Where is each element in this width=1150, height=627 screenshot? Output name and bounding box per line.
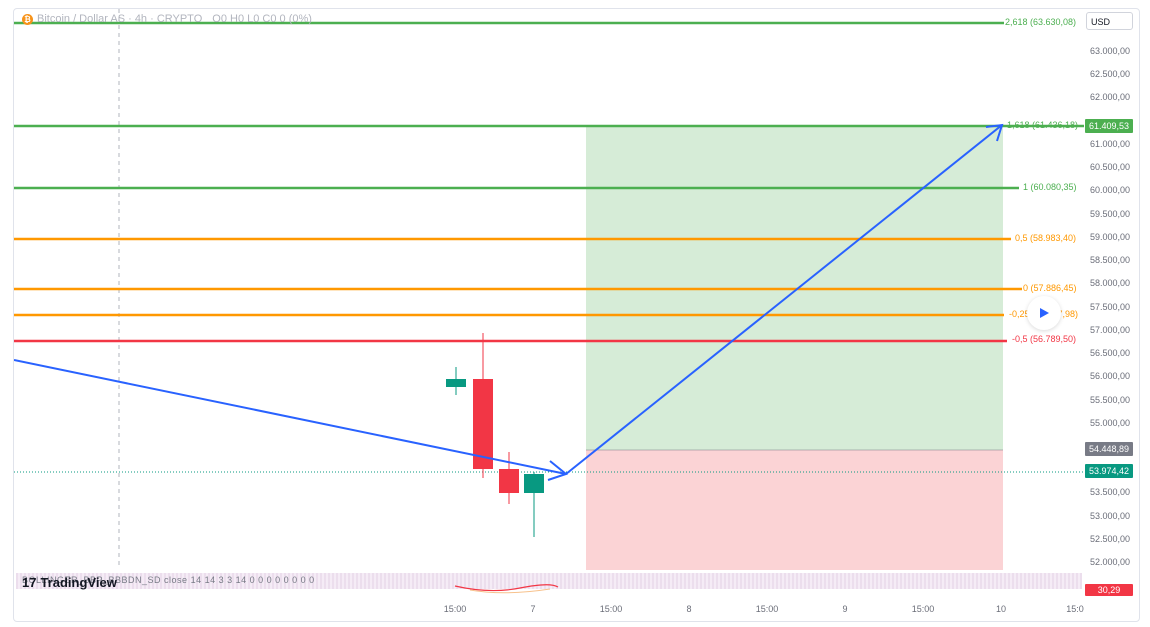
- price-tick: 59.500,00: [1089, 209, 1130, 219]
- price-tick: 52.000,00: [1089, 557, 1130, 567]
- fib-label-neg05: -0,5 (56.789,50): [1012, 334, 1077, 344]
- loss-zone: [586, 450, 1003, 570]
- bitcoin-icon: ₿: [22, 13, 33, 25]
- indicator-pane[interactable]: [16, 573, 1082, 589]
- price-tick: 59.000,00: [1089, 232, 1130, 242]
- indicator-curve: [454, 584, 559, 594]
- price-tick: 53.500,00: [1089, 487, 1130, 497]
- price-tick: 55.500,00: [1089, 395, 1130, 405]
- price-tick: 58.000,00: [1089, 278, 1130, 288]
- price-tick: 57.500,00: [1089, 302, 1130, 312]
- price-tick: 62.500,00: [1089, 69, 1130, 79]
- chart-frame[interactable]: [13, 8, 1140, 622]
- price-scale[interactable]: 63.000,00 62.500,00 62.000,00 61.000,00 …: [1083, 30, 1138, 590]
- target-price-badge: 61.409,53: [1085, 119, 1133, 133]
- price-tick: 56.500,00: [1089, 348, 1130, 358]
- candle-body: [524, 474, 544, 493]
- price-tick: 52.500,00: [1089, 534, 1130, 544]
- fib-label-2618: 2,618 (63.630,08): [1005, 17, 1077, 27]
- time-tick: 9: [842, 604, 848, 614]
- time-tick: 15:00: [599, 604, 623, 614]
- fib-label-1: 1 (60.080,35): [1023, 182, 1077, 192]
- candle-body: [446, 379, 466, 387]
- indicator-value-badge: 30,29: [1085, 584, 1133, 596]
- uptrend-arrow: [565, 123, 1004, 475]
- price-tick: 58.500,00: [1089, 255, 1130, 265]
- price-tick: 55.000,00: [1089, 418, 1130, 428]
- time-tick: 7: [530, 604, 536, 614]
- tradingview-wordmark: TradingView: [40, 575, 117, 590]
- play-button[interactable]: [1027, 296, 1061, 330]
- time-tick: 15:00: [443, 604, 467, 614]
- price-tick: 56.000,00: [1089, 371, 1130, 381]
- time-tick: 15:0: [1066, 604, 1084, 614]
- time-scale[interactable]: 15:00 7 15:00 8 15:00 9 15:00 10 15:0: [13, 598, 1138, 620]
- time-tick: 15:00: [755, 604, 779, 614]
- fib-label-05: 0,5 (58.983,40): [1015, 233, 1077, 243]
- time-tick: 15:00: [911, 604, 935, 614]
- time-tick: 8: [686, 604, 692, 614]
- price-tick: 53.000,00: [1089, 511, 1130, 521]
- price-tick: 57.000,00: [1089, 325, 1130, 335]
- symbol-legend[interactable]: ₿ Bitcoin / Dollar AS · 4h · CRYPTO O0 H…: [22, 12, 312, 26]
- chart-canvas[interactable]: [14, 9, 1139, 621]
- time-tick: 10: [995, 604, 1007, 614]
- candle-body: [473, 379, 493, 469]
- price-tick: 60.000,00: [1089, 185, 1130, 195]
- tradingview-mark: 17: [22, 575, 37, 590]
- ohlc-values: O0 H0 L0 C0 0 (0%): [212, 13, 312, 25]
- candle-body: [499, 469, 519, 493]
- indicator-legend[interactable]: BOLLINGER_BBP_BBBDN_SD close 14 14 3 3 1…: [22, 575, 315, 585]
- currency-selector[interactable]: USD: [1086, 12, 1133, 30]
- price-tick: 63.000,00: [1089, 46, 1130, 56]
- price-tick: 61.000,00: [1089, 139, 1130, 149]
- play-icon: [1040, 308, 1049, 318]
- price-tick: 62.000,00: [1089, 92, 1130, 102]
- candles: [446, 333, 544, 537]
- fib-label-1618: 1,618 (61.436,18): [1007, 120, 1079, 130]
- entry-price-badge: 54.448,89: [1085, 442, 1133, 456]
- symbol-title[interactable]: Bitcoin / Dollar AS · 4h · CRYPTO: [37, 13, 203, 25]
- fib-label-0: 0 (57.886,45): [1023, 283, 1077, 293]
- tradingview-logo[interactable]: 17 TradingView: [22, 574, 121, 591]
- price-tick: 60.500,00: [1089, 162, 1130, 172]
- last-price-badge: 53.974,42: [1085, 464, 1133, 478]
